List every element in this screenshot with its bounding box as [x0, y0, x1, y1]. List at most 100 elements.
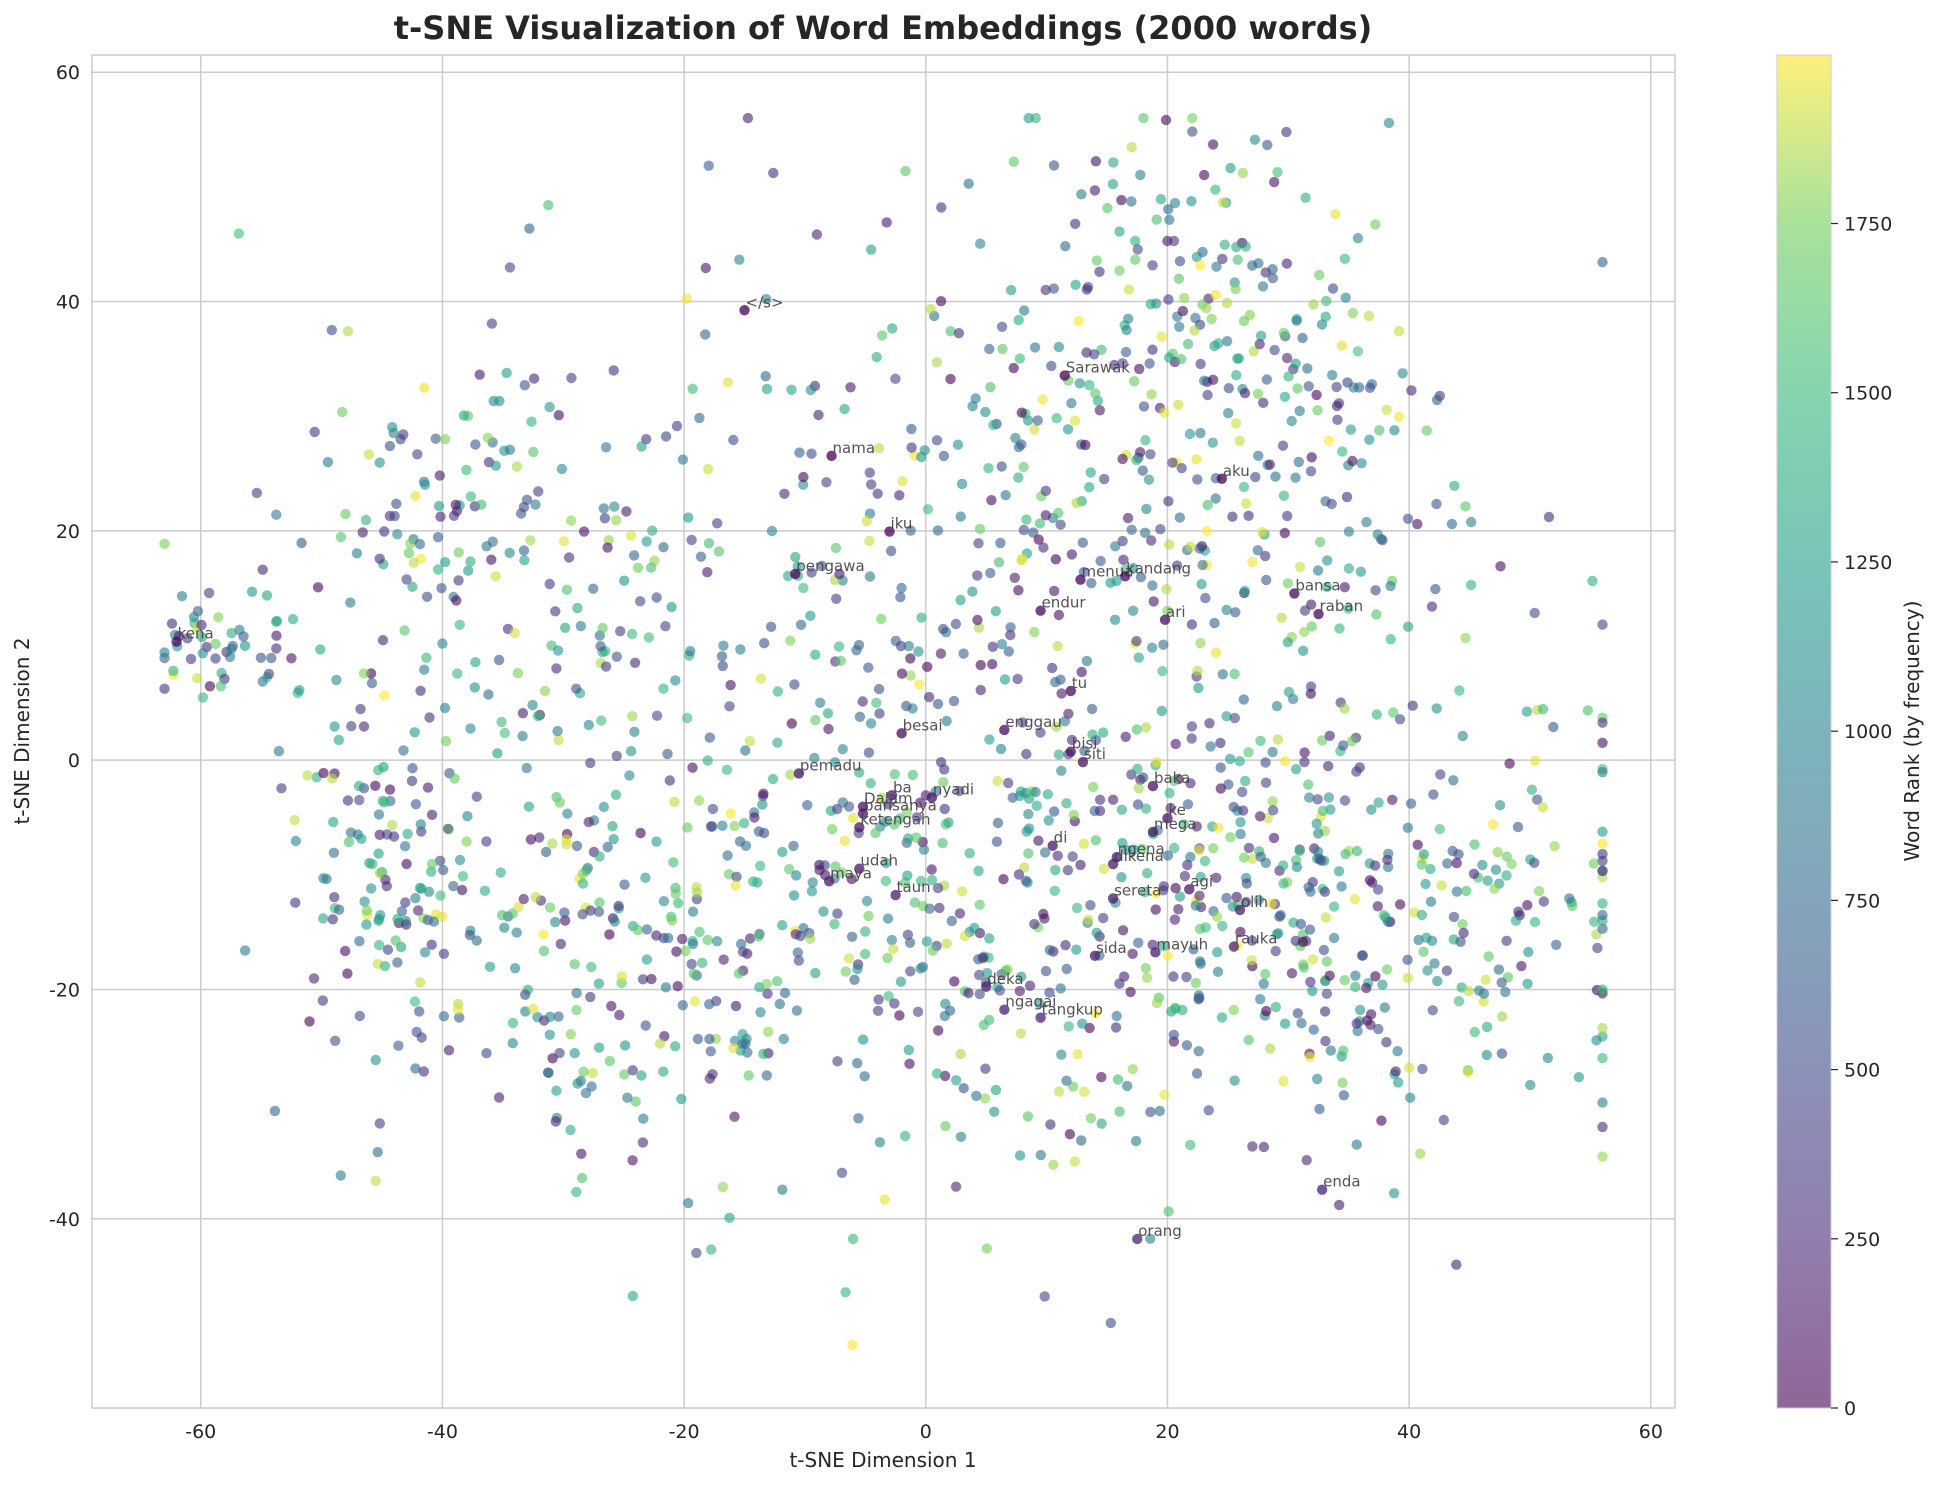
scatter-point	[1290, 358, 1301, 369]
scatter-point	[741, 1033, 752, 1045]
scatter-point	[1023, 808, 1034, 820]
annotated-point	[999, 724, 1010, 736]
scatter-point	[1478, 996, 1489, 1007]
scatter-point	[1182, 799, 1194, 810]
scatter-point	[1217, 253, 1228, 265]
scatter-point	[1199, 169, 1210, 181]
scatter-point	[361, 905, 373, 916]
scatter-point	[1136, 843, 1148, 855]
scatter-point	[1521, 706, 1533, 717]
scatter-point	[1338, 740, 1349, 751]
scatter-point	[577, 909, 588, 920]
scatter-point	[290, 835, 302, 847]
scatter-point	[354, 936, 365, 947]
scatter-point	[873, 683, 885, 695]
scatter-point	[358, 721, 370, 732]
scatter-point	[370, 780, 381, 791]
scatter-point	[1435, 769, 1446, 780]
scatter-point	[493, 654, 505, 666]
scatter-point	[1328, 932, 1340, 944]
scatter-point	[196, 619, 207, 631]
scatter-point	[1029, 424, 1040, 435]
scatter-point	[1246, 955, 1257, 966]
annotation-label: udah	[860, 852, 898, 870]
scatter-point	[1062, 424, 1074, 435]
scatter-point	[566, 372, 577, 384]
annotated-point	[1162, 813, 1173, 824]
scatter-point	[1243, 1034, 1254, 1046]
scatter-point	[1145, 449, 1156, 460]
scatter-point	[700, 262, 711, 274]
annotated-point	[1089, 950, 1101, 961]
scatter-point	[1056, 765, 1067, 776]
scatter-point	[1255, 994, 1266, 1005]
scatter-point	[1228, 1004, 1240, 1016]
scatter-point	[1294, 405, 1305, 417]
annotation-label: ketengah	[860, 810, 930, 828]
scatter-point	[1192, 474, 1203, 485]
scatter-point	[587, 1067, 598, 1079]
scatter-point	[1049, 585, 1060, 597]
scatter-point	[881, 217, 892, 228]
scatter-point	[1070, 218, 1081, 229]
scatter-point	[1270, 1001, 1282, 1013]
scatter-point	[1003, 646, 1014, 657]
scatter-point	[785, 769, 796, 780]
scatter-point	[1343, 563, 1355, 574]
scatter-point	[955, 1131, 967, 1143]
scatter-point	[1116, 194, 1127, 206]
scatter-point	[651, 710, 663, 721]
scatter-point	[619, 1040, 631, 1051]
scatter-point	[857, 1034, 869, 1045]
scatter-point	[950, 1181, 962, 1192]
scatter-point	[439, 557, 451, 568]
scatter-point	[490, 571, 501, 582]
scatter-point	[1564, 893, 1575, 904]
annotated-point	[1075, 574, 1086, 585]
colorbar-tick-label: 1250	[1844, 552, 1892, 574]
scatter-point	[435, 855, 446, 866]
annotation-label: taun	[897, 878, 931, 896]
scatter-point	[322, 456, 334, 468]
scatter-point	[398, 745, 409, 756]
scatter-point	[706, 1244, 717, 1255]
scatter-point	[1169, 842, 1180, 854]
scatter-point	[1372, 901, 1384, 912]
scatter-point	[938, 450, 950, 462]
scatter-point	[1176, 463, 1187, 474]
scatter-point	[1315, 855, 1327, 866]
scatter-point	[1186, 619, 1198, 630]
scatter-point	[359, 896, 370, 907]
scatter-point	[594, 897, 605, 908]
scatter-point	[509, 963, 521, 974]
scatter-point	[1140, 803, 1152, 814]
scatter-point	[1240, 896, 1252, 908]
scatter-point	[342, 968, 353, 979]
scatter-point	[1186, 196, 1197, 207]
scatter-point	[1170, 738, 1181, 750]
scatter-point	[1516, 960, 1527, 972]
scatter-point	[1297, 332, 1308, 344]
scatter-point	[651, 592, 662, 603]
scatter-point	[1407, 700, 1418, 711]
scatter-point	[1235, 828, 1246, 840]
scatter-point	[1389, 425, 1400, 436]
scatter-point	[730, 880, 741, 891]
scatter-point	[758, 1048, 769, 1060]
scatter-point	[1415, 1148, 1426, 1159]
scatter-point	[1243, 842, 1255, 854]
scatter-point	[1306, 452, 1317, 463]
scatter-point	[1156, 331, 1167, 342]
scatter-point	[408, 557, 419, 568]
scatter-point	[1225, 832, 1236, 843]
scatter-point	[465, 556, 476, 567]
scatter-point	[1271, 701, 1283, 712]
scatter-point	[1466, 516, 1477, 528]
scatter-point	[973, 865, 984, 877]
scatter-point	[609, 916, 620, 927]
scatter-point	[791, 870, 802, 881]
scatter-point	[287, 614, 299, 625]
scatter-point	[766, 525, 778, 537]
scatter-point	[1191, 1068, 1203, 1079]
scatter-point	[996, 639, 1008, 650]
